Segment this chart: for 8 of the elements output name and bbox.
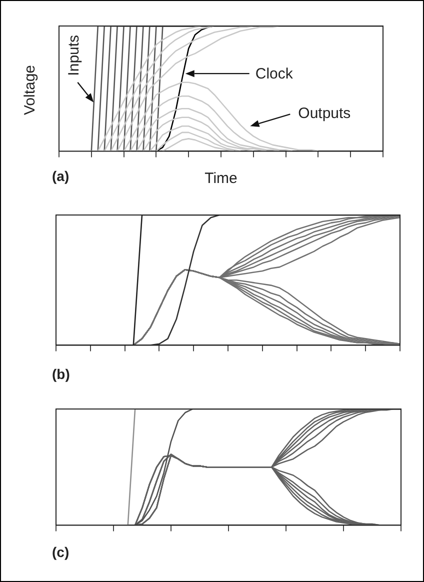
annotation: Outputs [298,105,351,122]
text: (b) [52,366,70,382]
x-axis-title: Time [204,170,238,188]
text: (a) [52,168,70,184]
text: (c) [52,544,70,560]
annotation: Clock [255,66,294,83]
annotation: Inputs [66,34,83,76]
y-axis-title: Voltage [22,64,38,116]
